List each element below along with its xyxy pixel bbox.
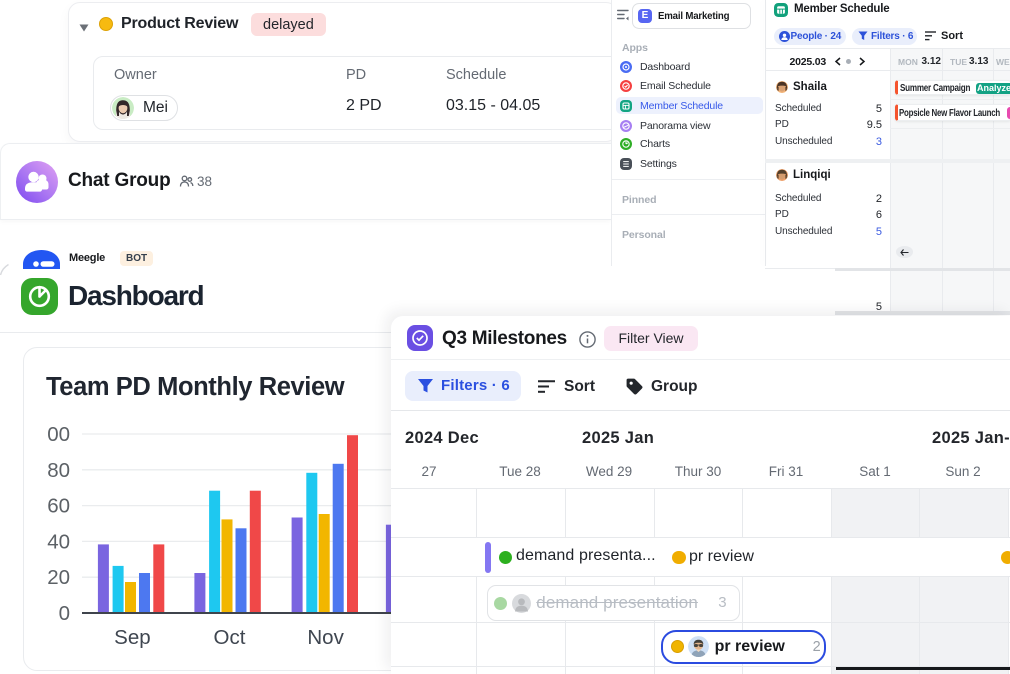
svg-text:0: 0 xyxy=(59,602,70,625)
svg-text:Oct: Oct xyxy=(214,626,246,649)
svg-text:40: 40 xyxy=(47,530,70,553)
svg-text:Sep: Sep xyxy=(114,626,150,649)
svg-text:Nov: Nov xyxy=(307,626,344,649)
svg-text:60: 60 xyxy=(47,495,70,518)
svg-text:20: 20 xyxy=(47,566,70,589)
svg-text:00: 00 xyxy=(47,423,70,446)
svg-text:80: 80 xyxy=(47,459,70,482)
